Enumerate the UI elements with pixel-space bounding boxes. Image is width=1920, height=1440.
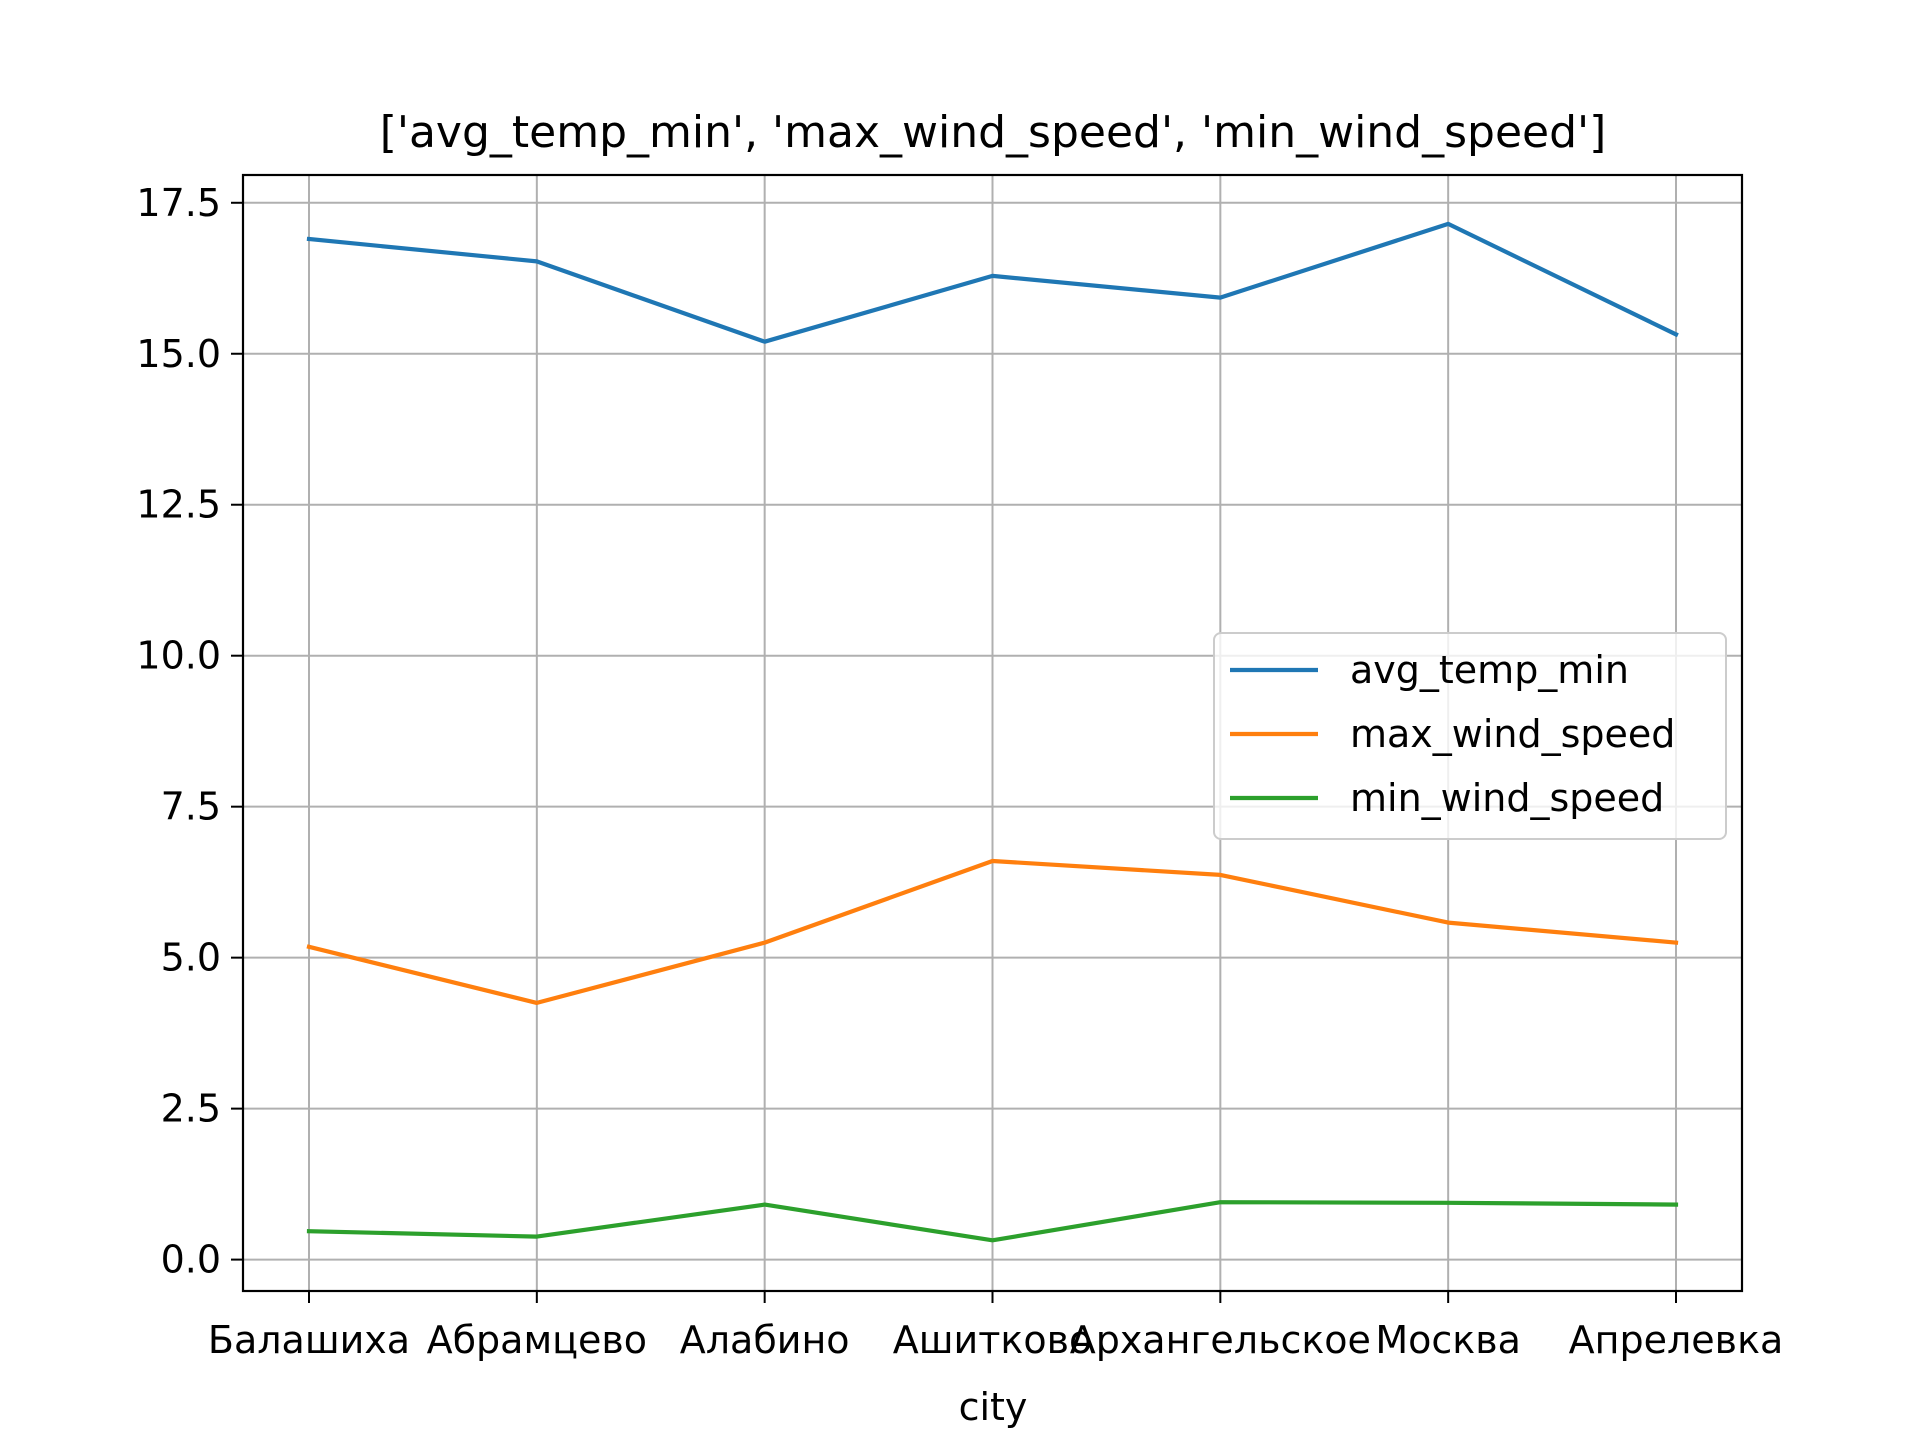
- y-tick-label: 15.0: [136, 332, 221, 376]
- y-tick-label: 7.5: [161, 785, 221, 829]
- y-tick-label: 17.5: [136, 181, 221, 225]
- y-axis: 0.0 2.5 5.0 7.5 10.0 12.5 15.0 17.5: [136, 181, 243, 1282]
- y-tick-label: 12.5: [136, 483, 221, 527]
- x-axis: Балашиха Абрамцево Алабино АшитковоАрхангел…: [208, 1291, 1783, 1362]
- series-line-avg-temp-min: [306, 221, 1679, 344]
- x-tick-label: Алабино: [680, 1318, 850, 1362]
- x-tick-label: Архангельское: [1070, 1318, 1371, 1362]
- y-tick-label: 0.0: [161, 1238, 221, 1282]
- x-tick-label: Абрамцево: [427, 1318, 647, 1362]
- y-tick-label: 10.0: [136, 634, 221, 678]
- legend-label: max_wind_speed: [1350, 712, 1675, 756]
- x-tick-label: Ашитково: [893, 1318, 1092, 1362]
- y-tick-label: 2.5: [161, 1087, 221, 1131]
- y-tick-label: 5.0: [161, 936, 221, 980]
- x-tick-label: Апрелевка: [1569, 1318, 1784, 1362]
- legend-label: min_wind_speed: [1350, 776, 1664, 820]
- legend-label: avg_temp_min: [1350, 648, 1629, 692]
- series-lines: [306, 221, 1679, 1243]
- chart-title: ['avg_temp_min', 'max_wind_speed', 'min_…: [380, 107, 1607, 158]
- x-tick-label: Балашиха: [208, 1318, 410, 1362]
- series-line-min-wind-speed: [306, 1200, 1679, 1243]
- legend-box: [1213, 632, 1727, 840]
- x-axis-label: city: [959, 1385, 1028, 1429]
- x-tick-label: Москва: [1375, 1318, 1521, 1362]
- legend: avg_temp_min max_wind_speed min_wind_speed: [1213, 632, 1727, 840]
- series-line-max-wind-speed: [306, 858, 1679, 1006]
